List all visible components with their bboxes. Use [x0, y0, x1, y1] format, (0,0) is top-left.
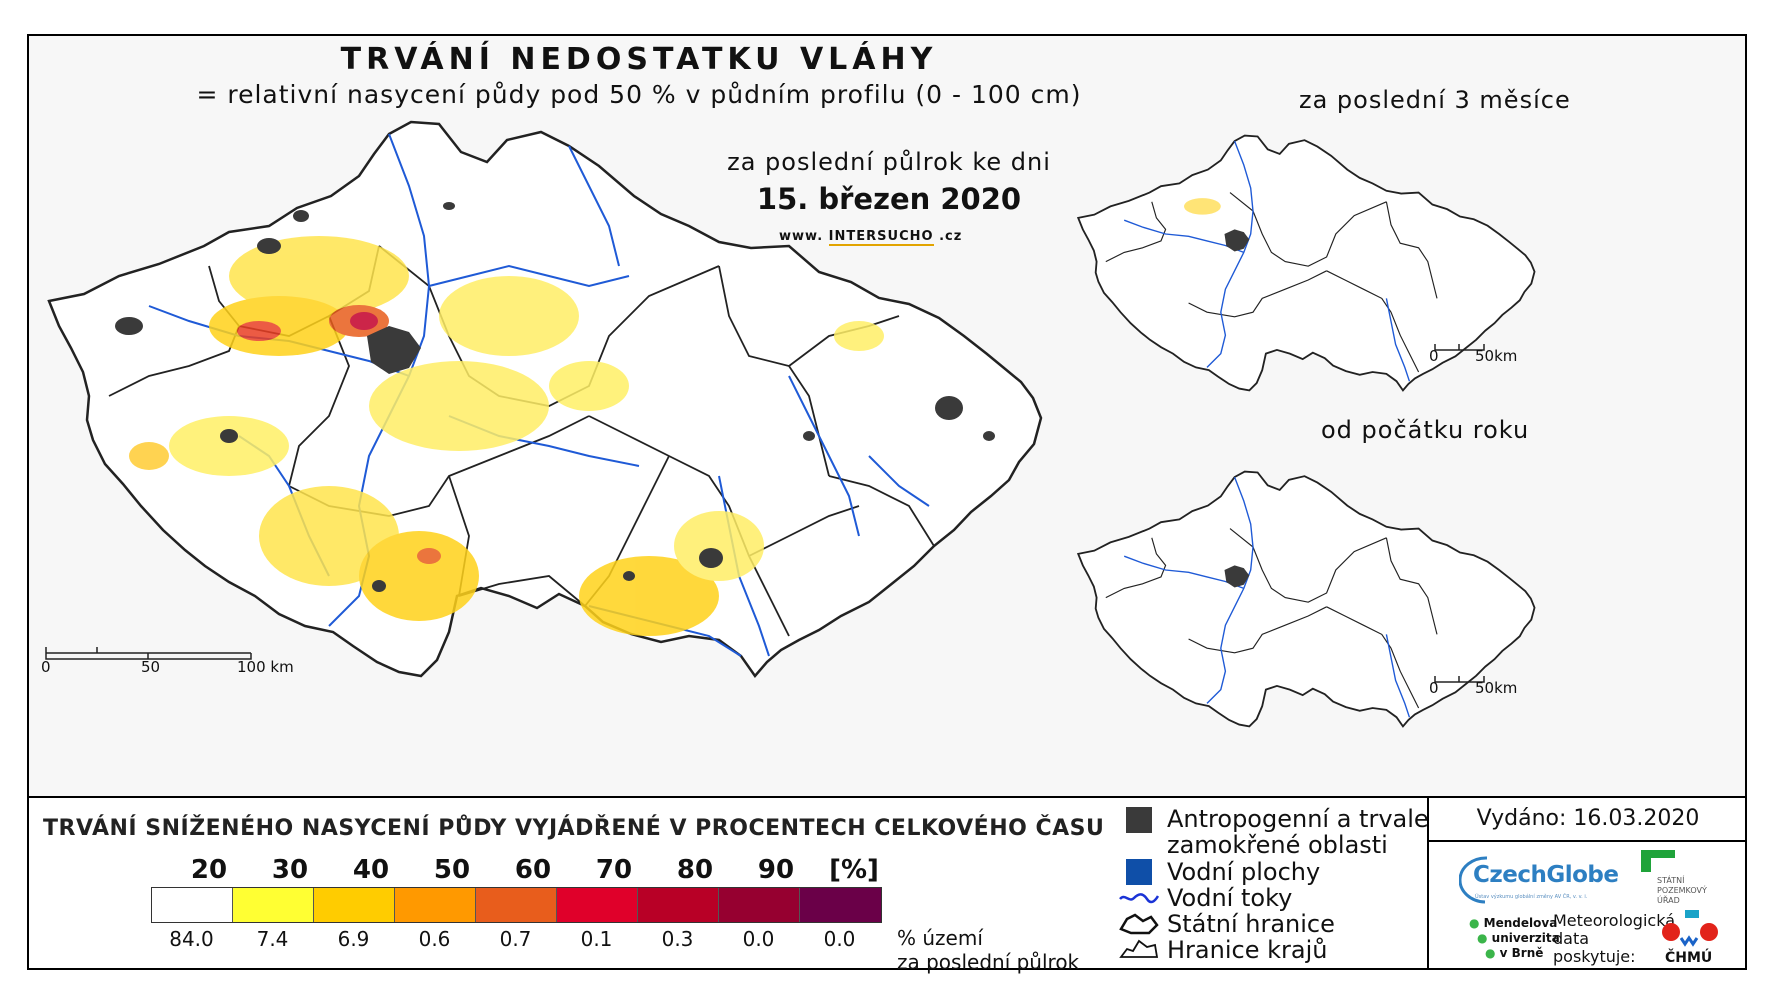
main-scale-label-50: 50	[141, 658, 161, 676]
legend-bin	[719, 888, 800, 922]
legend-bin	[638, 888, 719, 922]
meteo-line1: Meteorologická	[1553, 911, 1675, 930]
meteo-line2: data	[1553, 929, 1590, 948]
legend-item-water: Vodní plochy	[1119, 858, 1320, 886]
legend-share: 7.4	[256, 927, 289, 951]
legend-share: 0.1	[580, 927, 613, 951]
inset-scale-bar-2	[1434, 676, 1485, 683]
legend-share: 84.0	[169, 927, 214, 951]
legend-bin	[800, 888, 881, 922]
spu-line3: ÚŘAD	[1657, 896, 1680, 905]
legend-color-bins	[151, 887, 882, 923]
info-box: Vydáno: 16.03.2020 CzechGlobe Ústav výzk…	[1427, 798, 1747, 968]
mendel-line2: univerzita	[1491, 931, 1560, 945]
state-border-label: Státní hranice	[1167, 910, 1335, 938]
legend-item-region-border: Hranice krajů	[1119, 936, 1327, 964]
website-main: INTERSUCHO	[828, 229, 934, 246]
legend-bin	[314, 888, 395, 922]
map-title: TRVÁNÍ NEDOSTATKU VLÁHY	[340, 42, 938, 77]
legend-title: TRVÁNÍ SNÍŽENÉHO NASYCENÍ PŮDY VYJÁDŘENÉ…	[43, 816, 1105, 841]
urban-label-line1: Antropogenní a trvale	[1167, 805, 1429, 833]
main-scale-bar	[45, 647, 252, 660]
spu-line2: POZEMKOVÝ	[1657, 886, 1707, 895]
inset-map-3-months	[1076, 134, 1536, 392]
legend-bin	[476, 888, 557, 922]
urban-label-line2: zamokřené oblasti	[1167, 831, 1388, 859]
period-label: za poslední půlrok ke dni	[727, 148, 1051, 176]
inset2-scale-label-0: 0	[1429, 679, 1439, 697]
chmu-text: ČHMÚ	[1665, 950, 1713, 966]
legend-tick: 50	[433, 855, 471, 885]
legend-share: 0.0	[742, 927, 775, 951]
legend-share: 0.6	[418, 927, 451, 951]
czechglobe-logo: CzechGlobe Ústav výzkumu globální změny …	[1459, 854, 1619, 906]
czechglobe-subtext: Ústav výzkumu globální změny AV ČR, v. v…	[1475, 894, 1588, 900]
mendel-line1: Mendelova	[1483, 916, 1558, 930]
inset-scale-bar-1	[1434, 344, 1485, 351]
main-scale-label-0: 0	[41, 658, 51, 676]
map-panel: TRVÁNÍ NEDOSTATKU VLÁHY = relativní nasy…	[29, 36, 1745, 798]
water-body-square-icon	[1119, 858, 1159, 886]
legend-item-state-border: Státní hranice	[1119, 910, 1335, 938]
legend-tick: 40	[352, 855, 390, 885]
legend-tick: 20	[190, 855, 228, 885]
legend-bin	[395, 888, 476, 922]
urban-area-square-icon	[1119, 806, 1159, 834]
legend-bin	[233, 888, 314, 922]
map-subtitle: = relativní nasycení půdy pod 50 % v půd…	[196, 80, 1082, 109]
chmu-logo: ČHMÚ	[1659, 910, 1719, 966]
legend-tick: 70	[595, 855, 633, 885]
share-note-line1: % území	[897, 926, 983, 950]
rivers-label: Vodní toky	[1167, 884, 1293, 912]
region-border-icon	[1119, 936, 1159, 964]
legend-panel: TRVÁNÍ SNÍŽENÉHO NASYCENÍ PŮDY VYJÁDŘENÉ…	[29, 798, 1747, 974]
legend-share: 6.9	[337, 927, 370, 951]
inset1-scale-label-50: 50km	[1475, 347, 1518, 365]
legend-share: 0.7	[499, 927, 532, 951]
czechglobe-text: CzechGlobe	[1473, 862, 1619, 888]
meteo-line3: poskytuje:	[1553, 947, 1636, 966]
legend-item-rivers: Vodní toky	[1119, 884, 1292, 912]
spu-logo: STÁTNÍ POZEMKOVÝ ÚŘAD	[1641, 850, 1711, 910]
legend-item-urban: Antropogenní a trvale zamokřené oblasti	[1119, 806, 1429, 858]
legend-share: 0.0	[823, 927, 856, 951]
legend-share-note: % území za poslední půlrok	[897, 926, 1079, 974]
inset-title-year: od počátku roku	[1321, 416, 1530, 444]
state-border-icon	[1119, 910, 1159, 938]
region-border-label: Hranice krajů	[1167, 936, 1328, 964]
inset-map-year	[1076, 470, 1536, 728]
legend-tick: 80	[676, 855, 714, 885]
meteo-provider-text: Meteorologická data poskytuje:	[1553, 912, 1675, 966]
spu-line1: STÁTNÍ	[1657, 876, 1685, 885]
river-line-icon	[1119, 884, 1159, 912]
share-note-line2: za poslední půlrok	[897, 950, 1080, 974]
map-canvas	[45, 120, 1536, 728]
website-suffix: .cz	[939, 229, 963, 244]
legend-tick: 60	[514, 855, 552, 885]
inset2-scale-label-50: 50km	[1475, 679, 1518, 697]
inset1-scale-label-0: 0	[1429, 347, 1439, 365]
issued-date: Vydáno: 16.03.2020	[1429, 798, 1747, 842]
mendel-logo: ● Mendelova ● univerzita ● v Brně	[1469, 916, 1560, 960]
main-scale-label-100: 100 km	[237, 658, 294, 676]
main-urban-areas	[115, 202, 995, 592]
website-prefix: www.	[779, 229, 824, 244]
legend-tick: 30	[271, 855, 309, 885]
water-label: Vodní plochy	[1167, 858, 1321, 886]
legend-bin	[152, 888, 233, 922]
legend-tick: 90	[757, 855, 795, 885]
map-frame: TRVÁNÍ NEDOSTATKU VLÁHY = relativní nasy…	[27, 34, 1747, 974]
main-drought-areas	[129, 236, 884, 636]
website-label: www. INTERSUCHO .cz	[779, 229, 963, 246]
legend-bin	[557, 888, 638, 922]
inset-title-3-months: za poslední 3 měsíce	[1299, 86, 1571, 114]
map-date: 15. březen 2020	[756, 182, 1022, 216]
legend-unit: [%]	[829, 855, 879, 885]
mendel-line3: v Brně	[1499, 946, 1544, 960]
legend-share: 0.3	[661, 927, 694, 951]
